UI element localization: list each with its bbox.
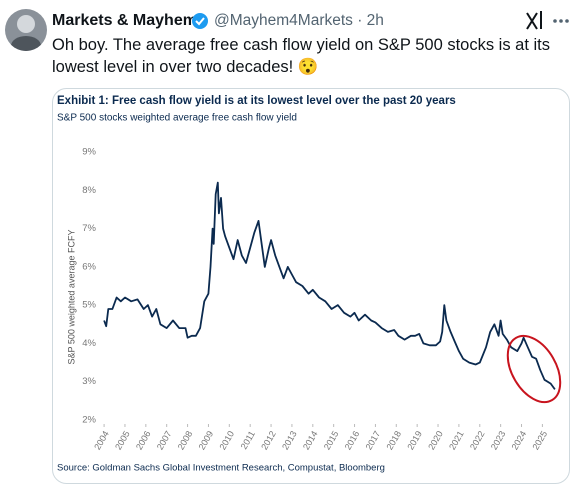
y-tick-label: 8% bbox=[82, 185, 96, 196]
y-tick-label: 5% bbox=[82, 300, 96, 311]
verified-badge bbox=[192, 13, 208, 29]
y-tick-label: 4% bbox=[82, 338, 96, 349]
y-tick-label: 6% bbox=[82, 261, 96, 272]
y-tick-label: 3% bbox=[82, 376, 96, 387]
author-name[interactable]: Markets & Mayhem bbox=[52, 12, 197, 29]
more-menu[interactable] bbox=[553, 19, 569, 23]
y-axis-title: S&P 500 weighted average FCFY bbox=[66, 230, 76, 365]
media-card[interactable] bbox=[52, 88, 570, 484]
chart-source: Source: Goldman Sachs Global Investment … bbox=[57, 463, 385, 474]
tweet-text: Oh boy. The average free cash flow yield… bbox=[52, 36, 551, 76]
author-meta[interactable]: @Mayhem4Markets · 2h bbox=[214, 12, 384, 29]
highlight-ellipse bbox=[506, 334, 562, 404]
y-tick-label: 2% bbox=[82, 415, 96, 426]
grok-icon[interactable] bbox=[526, 11, 542, 30]
fcfy-line bbox=[103, 181, 556, 390]
chart-title: Exhibit 1: Free cash flow yield is at it… bbox=[57, 95, 456, 107]
avatar[interactable] bbox=[5, 9, 47, 56]
y-tick-label: 9% bbox=[82, 147, 96, 158]
chart-subtitle: S&P 500 stocks weighted average free cas… bbox=[57, 113, 297, 124]
y-tick-label: 7% bbox=[82, 223, 96, 234]
